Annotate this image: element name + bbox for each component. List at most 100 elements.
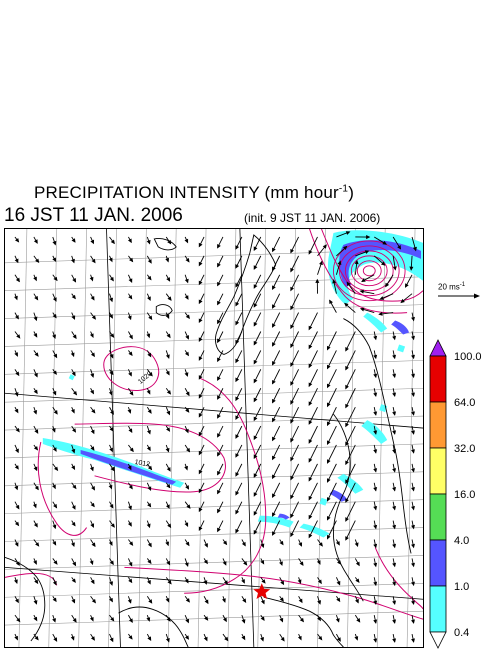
wind-arrow-head — [411, 354, 415, 360]
wind-arrow-head — [166, 333, 171, 339]
wind-arrow — [345, 520, 356, 541]
wind-arrow-head — [272, 266, 276, 272]
wind-arrow-head — [198, 450, 203, 456]
colorbar-swatch-32 — [429, 447, 447, 495]
wind-arrow-head — [253, 397, 258, 403]
wind-arrow-head — [165, 637, 170, 643]
wind-scale-label: 20 ms-1 — [438, 282, 466, 292]
wind-arrow-head — [222, 561, 227, 566]
wind-arrow-head — [253, 435, 258, 441]
wind-arrow-head — [146, 390, 151, 395]
wind-arrow-head — [147, 542, 152, 548]
wind-arrow-head — [53, 637, 58, 642]
wind-arrow-head — [52, 240, 57, 246]
wind-arrow-head — [129, 257, 134, 263]
wind-arrow-head — [147, 259, 152, 264]
wind-arrow-head — [327, 516, 331, 521]
wind-arrow-head — [72, 618, 77, 623]
wind-arrow-head — [198, 526, 203, 532]
wind-arrow-head — [90, 389, 94, 395]
wind-arrow-head — [217, 357, 221, 363]
wind-arrow-head — [411, 619, 415, 624]
wind-arrow-head — [108, 257, 113, 263]
isobar-south — [124, 566, 423, 620]
wind-arrow-head — [146, 333, 151, 339]
wind-arrow-head — [392, 354, 397, 360]
wind-arrow-head — [198, 488, 203, 494]
wind-arrow-head — [186, 447, 191, 453]
coast-north-2 — [155, 304, 173, 316]
precip-central-3 — [277, 513, 290, 520]
wind-arrow-head — [14, 521, 20, 527]
wind-arrow-head — [392, 487, 397, 492]
wind-arrow-head — [198, 394, 203, 399]
wind-arrow-head — [14, 542, 19, 547]
wind-arrow-head — [272, 531, 276, 536]
wind-arrow-head — [52, 334, 56, 340]
wind-arrow-head — [217, 508, 221, 514]
wind-arrow-head — [14, 295, 18, 301]
wind-arrow-head — [337, 560, 342, 565]
wind-arrow-head — [110, 333, 115, 338]
wind-arrow-head — [290, 286, 294, 292]
wind-arrow-head — [318, 542, 323, 547]
wind-arrow-head — [335, 618, 340, 623]
wind-arrow-head — [109, 314, 113, 319]
wind-arrow-head — [217, 262, 221, 268]
wind-arrow-head — [235, 377, 240, 383]
wind-arrow-head — [148, 372, 153, 377]
wind-arrow-head — [242, 598, 247, 603]
wind-arrow-head — [128, 372, 132, 377]
wind-arrow-head — [16, 334, 21, 339]
wind-arrow-head — [336, 597, 341, 603]
wind-arrow-head — [167, 523, 172, 529]
wind-arrow-head — [147, 409, 152, 414]
wind-arrow-head — [90, 636, 95, 641]
wind-arrow — [327, 350, 337, 369]
colorbar-swatch-100 — [429, 355, 447, 403]
wind-arrow-head — [128, 578, 133, 584]
wind-arrow-head — [33, 446, 39, 451]
wind-arrow-head — [165, 447, 170, 453]
coast-north-1 — [153, 238, 177, 251]
wind-arrow-head — [345, 365, 349, 371]
wind-arrow-head — [198, 507, 203, 513]
wind-arrow-head — [373, 638, 378, 643]
wind-arrow-head — [185, 598, 190, 603]
coastlines — [5, 234, 412, 647]
wind-arrow-head — [185, 485, 190, 490]
wind-arrow-head — [109, 370, 114, 376]
wind-arrow-head — [378, 311, 383, 316]
wind-arrow-head — [359, 307, 365, 312]
wind-arrow-head — [327, 497, 331, 502]
wind-arrow-head — [127, 409, 132, 414]
precip-east-coast-2 — [391, 320, 410, 335]
wind-arrow-head — [52, 580, 57, 586]
wind-arrow-head — [33, 466, 38, 472]
wind-arrow-head — [297, 579, 302, 585]
wind-arrow-head — [342, 245, 348, 251]
wind-arrow-head — [253, 492, 258, 497]
grid-lines — [5, 229, 423, 647]
wind-arrow-head — [308, 533, 313, 539]
wind-arrow — [327, 369, 337, 388]
wind-arrow-head — [185, 258, 190, 263]
wind-arrow-head — [166, 410, 171, 416]
wind-arrow-head — [147, 296, 151, 301]
wind-arrow-head — [91, 258, 96, 264]
wind-arrow-head — [235, 509, 240, 515]
wind-arrow-head — [335, 541, 340, 546]
wind-arrow-head — [198, 318, 203, 324]
wind-arrow-head — [129, 447, 134, 453]
wind-arrow-head — [392, 505, 397, 511]
wind-arrow-head — [110, 466, 115, 472]
wind-arrow-head — [235, 320, 240, 326]
wind-arrow-head — [128, 618, 133, 624]
wind-arrow-head — [91, 315, 96, 320]
wind-arrow-head — [279, 540, 284, 546]
colorbar-bottom-triangle — [429, 631, 447, 649]
wind-arrow-head — [345, 346, 349, 352]
wind-arrow-head — [290, 267, 294, 273]
wind-arrow-head — [411, 505, 415, 511]
wind-arrow — [327, 425, 337, 445]
